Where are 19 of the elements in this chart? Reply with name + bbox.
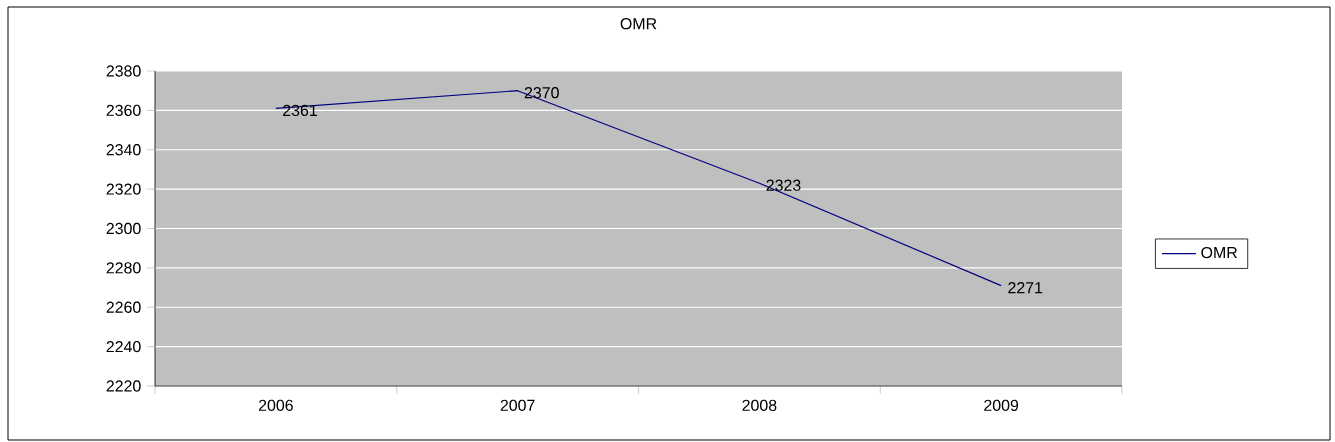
data-label: 2370	[524, 87, 559, 99]
y-tick-label: 2240	[106, 340, 141, 353]
legend-label: OMR	[1201, 246, 1238, 259]
y-tick-label: 2340	[106, 144, 141, 156]
y-tick-label: 2280	[106, 262, 141, 274]
chart-title: OMR	[620, 18, 657, 30]
data-label: 2361	[283, 104, 317, 117]
data-label: 2323	[766, 179, 801, 191]
x-tick-label: 2009	[984, 399, 1019, 411]
x-tick-label: 2008	[742, 399, 777, 411]
y-tick-label: 2300	[106, 222, 141, 235]
data-label: 2271	[1008, 282, 1043, 294]
y-tick-label: 2320	[106, 183, 141, 195]
y-tick-label: 2220	[106, 380, 141, 392]
x-tick-label: 2006	[258, 399, 293, 411]
y-tick-label: 2360	[106, 104, 141, 117]
y-tick-label: 2380	[106, 65, 141, 77]
x-tick-label: 2007	[500, 399, 535, 411]
y-tick-label: 2260	[106, 301, 141, 313]
